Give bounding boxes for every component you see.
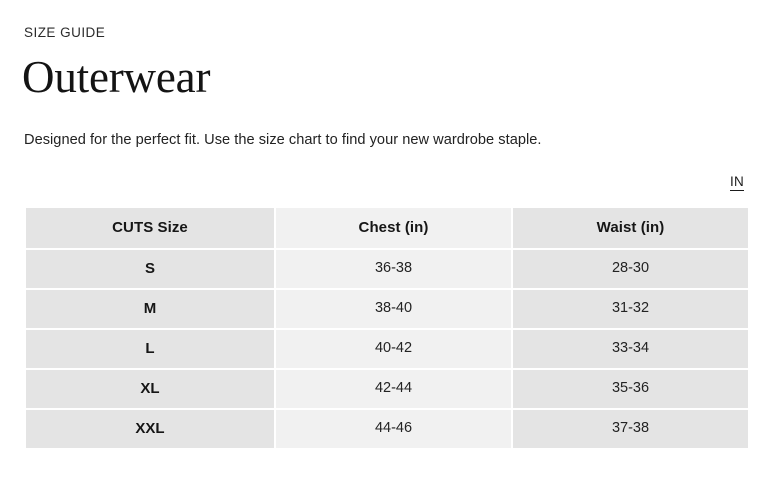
cell-chest: 44-46	[276, 410, 511, 448]
column-header-size: CUTS Size	[26, 208, 274, 248]
cell-size: XXL	[26, 410, 274, 448]
cell-chest: 38-40	[276, 290, 511, 328]
cell-chest: 36-38	[276, 250, 511, 288]
cell-size: M	[26, 290, 274, 328]
table-body: S 36-38 28-30 M 38-40 31-32 L 40-42 33-3…	[26, 250, 748, 448]
cell-size: XL	[26, 370, 274, 408]
cell-waist: 33-34	[513, 330, 748, 368]
cell-waist: 31-32	[513, 290, 748, 328]
page-subtitle: Designed for the perfect fit. Use the si…	[24, 132, 542, 148]
table-row: L 40-42 33-34	[26, 330, 748, 368]
page-eyebrow: SIZE GUIDE	[24, 25, 106, 40]
table-row: S 36-38 28-30	[26, 250, 748, 288]
cell-chest: 42-44	[276, 370, 511, 408]
cell-chest: 40-42	[276, 330, 511, 368]
table-row: XL 42-44 35-36	[26, 370, 748, 408]
unit-toggle-in[interactable]: IN	[729, 175, 744, 192]
page-title: Outerwear	[22, 52, 211, 102]
cell-size: S	[26, 250, 274, 288]
table-header: CUTS Size Chest (in) Waist (in)	[26, 208, 748, 248]
cell-size: L	[26, 330, 274, 368]
table-row: M 38-40 31-32	[26, 290, 748, 328]
table-header-row: CUTS Size Chest (in) Waist (in)	[26, 208, 748, 248]
unit-toggle-row: IN	[24, 174, 744, 192]
table-row: XXL 44-46 37-38	[26, 410, 748, 448]
column-header-chest: Chest (in)	[276, 208, 511, 248]
cell-waist: 35-36	[513, 370, 748, 408]
cell-waist: 28-30	[513, 250, 748, 288]
column-header-waist: Waist (in)	[513, 208, 748, 248]
cell-waist: 37-38	[513, 410, 748, 448]
size-chart-table: CUTS Size Chest (in) Waist (in) S 36-38 …	[24, 206, 750, 450]
